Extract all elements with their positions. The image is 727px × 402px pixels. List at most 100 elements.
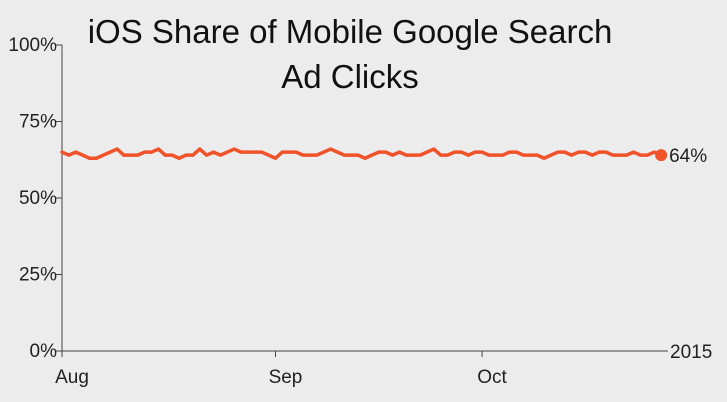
data-point — [60, 150, 64, 154]
data-point — [494, 153, 498, 157]
y-tick-label: 0% — [30, 341, 58, 362]
data-point — [397, 150, 401, 154]
data-point — [280, 150, 284, 154]
data-point — [570, 153, 574, 157]
series-points — [60, 147, 663, 160]
data-point — [611, 153, 615, 157]
data-point — [466, 153, 470, 157]
data-point — [156, 147, 160, 151]
data-point — [528, 153, 532, 157]
y-tick-label: 100% — [8, 35, 57, 56]
data-point — [625, 153, 629, 157]
data-point — [74, 150, 78, 154]
data-point — [315, 153, 319, 157]
data-point — [225, 150, 229, 154]
x-axis-ticks: Aug Sep Oct — [55, 351, 508, 388]
data-point — [453, 150, 457, 154]
data-point — [652, 150, 656, 154]
data-point — [150, 150, 154, 154]
data-point — [67, 153, 71, 157]
data-point — [143, 150, 147, 154]
data-point — [108, 150, 112, 154]
data-point — [294, 150, 298, 154]
y-axis-ticks: 0% 25% 50% 75% 100% — [8, 35, 62, 362]
data-point — [163, 153, 167, 157]
y-tick-label: 25% — [19, 265, 57, 286]
data-point — [129, 153, 133, 157]
data-point — [563, 150, 567, 154]
data-point — [632, 150, 636, 154]
data-point — [260, 150, 264, 154]
x-tick-label: Sep — [269, 367, 303, 388]
data-point — [115, 147, 119, 151]
data-point — [556, 150, 560, 154]
data-point — [411, 153, 415, 157]
data-point — [322, 150, 326, 154]
data-point — [515, 150, 518, 154]
data-point — [205, 153, 209, 157]
data-point — [645, 153, 649, 157]
data-point — [521, 153, 525, 157]
data-point — [576, 150, 580, 154]
data-point — [308, 153, 312, 157]
data-point — [273, 156, 277, 160]
data-point — [501, 153, 505, 157]
data-point — [349, 153, 353, 157]
data-point — [432, 147, 436, 151]
data-point — [370, 153, 374, 157]
data-point — [191, 153, 195, 157]
data-point — [267, 153, 271, 157]
data-point — [459, 150, 463, 154]
data-point — [335, 150, 339, 154]
data-point — [136, 153, 140, 157]
data-point — [94, 156, 98, 160]
y-tick-label: 50% — [19, 188, 57, 209]
data-point — [363, 156, 367, 160]
data-point — [184, 153, 188, 157]
data-point — [446, 153, 450, 157]
data-point — [439, 153, 443, 157]
data-point — [101, 153, 105, 157]
data-point — [535, 153, 539, 157]
data-point — [597, 150, 601, 154]
data-point — [638, 153, 642, 157]
data-point — [246, 150, 250, 154]
data-point — [342, 153, 346, 157]
chart-title-line-2: Ad Clicks — [281, 58, 419, 95]
data-point — [404, 153, 408, 157]
end-point-marker — [655, 149, 668, 162]
data-point — [618, 153, 622, 157]
data-point — [253, 150, 257, 154]
data-point — [122, 153, 126, 157]
data-point — [239, 150, 243, 154]
data-point — [480, 150, 484, 154]
data-point — [287, 150, 291, 154]
data-point — [391, 153, 395, 157]
data-point — [487, 153, 491, 157]
year-label: 2015 — [670, 342, 712, 363]
data-point — [418, 153, 422, 157]
data-point — [384, 150, 388, 154]
data-point — [170, 153, 174, 157]
data-point — [301, 153, 305, 157]
data-point — [177, 156, 181, 160]
data-point — [198, 147, 202, 151]
data-point — [88, 156, 92, 160]
data-point — [356, 153, 360, 157]
data-point — [81, 153, 85, 157]
y-tick-label: 75% — [19, 112, 57, 133]
data-point — [232, 147, 236, 151]
data-point — [377, 150, 381, 154]
series-line — [60, 147, 663, 160]
data-point — [542, 156, 546, 160]
end-value-label: 64% — [669, 146, 707, 167]
data-point — [218, 153, 222, 157]
data-point — [508, 150, 512, 154]
data-point — [590, 153, 594, 157]
data-point — [549, 153, 553, 157]
data-point — [473, 150, 477, 154]
data-point — [583, 150, 587, 154]
x-tick-label: Oct — [477, 367, 507, 388]
